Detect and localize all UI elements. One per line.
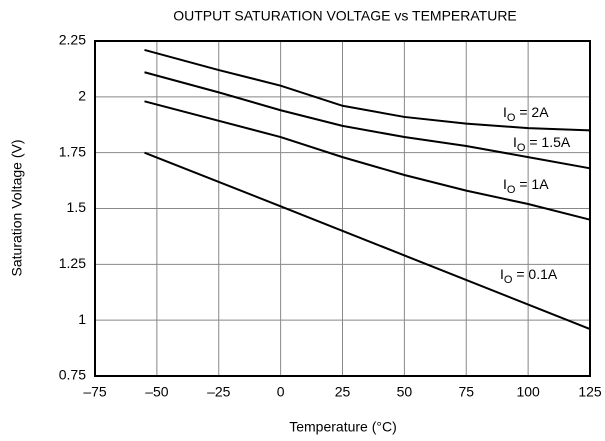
x-tick-label: –25 [207,384,231,400]
series-label: IO = 2A [503,104,549,124]
y-tick-label: 2 [78,88,86,104]
x-axis-label: Temperature (°C) [289,419,397,435]
y-axis-label: Saturation Voltage (V) [9,140,25,277]
series-label: IO = 1A [503,176,549,196]
y-tick-label: 1 [78,311,86,327]
y-tick-label: 1.75 [59,143,86,159]
x-tick-label: 0 [277,384,285,400]
chart-title: OUTPUT SATURATION VOLTAGE vs TEMPERATURE [173,8,517,24]
series-line [144,71,591,170]
y-tick-label: 0.75 [59,367,86,383]
x-tick-label: 75 [458,384,474,400]
series-label: IO = 1.5A [513,134,571,154]
x-tick-label: –50 [145,384,169,400]
y-tick-label: 1.25 [59,255,86,271]
x-tick-label: 100 [516,384,540,400]
series-label: IO = 0.1A [500,266,558,286]
series-line [144,151,591,331]
x-tick-label: –75 [83,384,107,400]
x-tick-label: 125 [578,384,602,400]
series-line [144,48,591,132]
x-tick-label: 25 [335,384,351,400]
plot-frame [94,40,591,377]
y-tick-label: 2.25 [59,32,86,48]
x-tick-label: 50 [397,384,413,400]
y-tick-label: 1.5 [67,199,87,215]
series-line [144,100,591,221]
